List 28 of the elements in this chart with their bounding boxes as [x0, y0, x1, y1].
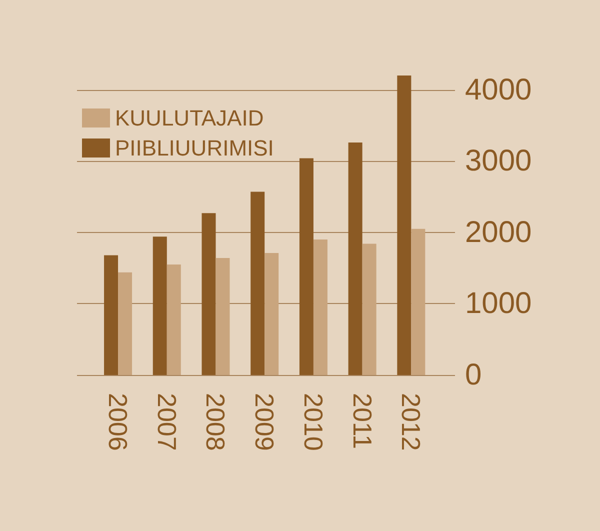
bar [397, 76, 412, 375]
bar [152, 236, 167, 375]
bar [348, 142, 362, 375]
y-tick-label: 1000 [465, 287, 532, 320]
bar [202, 213, 216, 375]
x-tick-label: 2010 [298, 393, 328, 451]
x-tick-label: 2011 [347, 393, 378, 449]
bar [264, 253, 279, 375]
y-tick-label: 2000 [465, 216, 532, 249]
bar [250, 192, 265, 375]
y-tick-label: 3000 [465, 144, 532, 178]
bar [313, 240, 328, 375]
bar [362, 244, 376, 375]
x-tick-label: 2012 [396, 393, 426, 451]
bar [166, 264, 181, 375]
x-tick-label: 2008 [200, 393, 231, 451]
bar [411, 228, 426, 375]
y-tick-label: 4000 [465, 73, 532, 106]
x-tick-label: 2009 [250, 393, 280, 451]
bar [104, 255, 118, 375]
bar [299, 158, 314, 375]
y-tick-label: 0 [465, 358, 482, 392]
bar [216, 258, 230, 375]
x-tick-label: 2006 [103, 393, 134, 451]
legend-label: PIIBLIUURIMISI [115, 136, 274, 160]
legend-label: KUULUTAJAID [115, 106, 264, 130]
x-tick-label: 2007 [152, 393, 182, 451]
bar [118, 272, 132, 375]
